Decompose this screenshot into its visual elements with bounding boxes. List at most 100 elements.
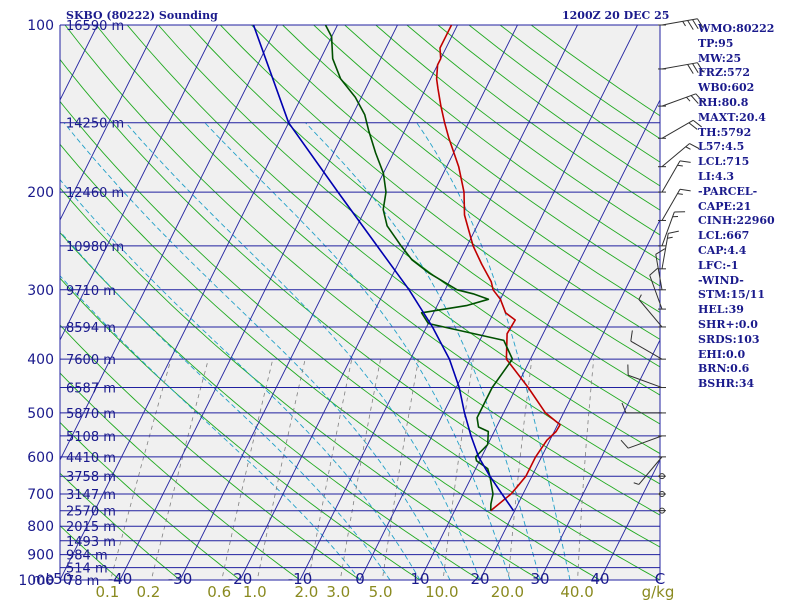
wind-barb-shaft <box>661 233 669 269</box>
isotherm-line <box>60 25 279 462</box>
isobars <box>59 24 661 581</box>
wind-barb-shaft <box>630 340 663 360</box>
isotherm-line <box>599 458 660 580</box>
mixing-ratio-label: 40.0 <box>560 583 593 600</box>
wind-barb-shaft <box>638 456 663 485</box>
sounding-indices: WMO:80222 TP:95 MW:25 FRZ:572 WB0:602 RH:80.8… <box>698 22 775 392</box>
moist-adiabat-line <box>63 122 451 580</box>
moist-adiabat-line <box>125 122 481 580</box>
height-label: 7600 m <box>66 353 116 368</box>
dry-adiabat-line <box>95 25 660 485</box>
dry-adiabats <box>60 25 660 580</box>
stat-item: LFC:-1 <box>698 258 739 272</box>
pressure-tick-label: 400 <box>27 352 54 368</box>
temperature-tick-label: 30 <box>530 570 549 588</box>
isotherm-line <box>359 25 639 580</box>
temperature-tick-label: -30 <box>168 570 193 588</box>
wind-barb-half-flag <box>667 236 673 239</box>
height-label: 2015 m <box>66 520 116 535</box>
isotherm-line <box>60 25 339 580</box>
wind-barb-flag <box>692 19 699 30</box>
mixing-ratio-line <box>110 358 172 580</box>
temperature-tick-label: -10 <box>288 570 313 588</box>
stat-item: CAP:4.4 <box>698 243 747 257</box>
wind-barb-flag <box>679 188 691 192</box>
dry-adiabat-line <box>313 25 660 287</box>
height-label: 9710 m <box>66 284 116 299</box>
wind-barb-flag <box>692 63 699 73</box>
stat-item: STM:15/11 <box>698 288 765 302</box>
height-label: 16590 m <box>66 19 124 34</box>
height-label: 10980 m <box>66 240 124 255</box>
stat-item: LCL:715 <box>698 155 750 169</box>
y-unit-label: mb <box>32 572 55 588</box>
mixing-ratio-label: 0.1 <box>95 583 119 600</box>
mixing-ratio-label: 0.6 <box>207 583 231 600</box>
moist-adiabat-line <box>60 230 391 580</box>
height-label: 8594 m <box>66 321 116 336</box>
wind-barb <box>638 294 666 328</box>
height-label: 3147 m <box>66 488 116 503</box>
wind-barb-shaft <box>649 275 663 310</box>
mixing-ratio-label: 20.0 <box>491 583 524 600</box>
wind-barb <box>658 62 704 74</box>
pressure-tick-label: 300 <box>27 283 54 299</box>
wind-barb-half-flag <box>633 482 640 485</box>
wind-barb <box>658 18 704 30</box>
stat-item: HEL:39 <box>698 303 744 317</box>
wind-barb-shaft <box>661 211 675 247</box>
stat-item: FRZ:572 <box>698 66 751 80</box>
mixing-ratio-line <box>339 359 381 580</box>
mixing-ratio-label: 3.0 <box>326 583 350 600</box>
stat-item: -WIND- <box>698 273 744 287</box>
stat-item: SHR+:0.0 <box>698 317 758 331</box>
dry-adiabat-line <box>60 421 241 580</box>
stat-item: MAXT:20.4 <box>698 110 766 124</box>
wind-barb-shaft <box>661 189 681 221</box>
height-label: 3758 m <box>66 470 116 485</box>
series-dewpoint-line <box>324 25 514 511</box>
isotherms <box>0 13 660 592</box>
mixing-ratio-label: 5.0 <box>369 583 393 600</box>
moist-adiabat-line <box>60 178 421 580</box>
height-label: 4410 m <box>66 451 116 466</box>
stat-item: LI:4.3 <box>698 169 735 183</box>
isotherm-line <box>60 25 159 222</box>
wind-barb-shaft <box>661 62 698 70</box>
wind-barb-flag <box>668 230 679 234</box>
mixing-ratio-line <box>577 359 595 580</box>
temperature-tick-label: 0 <box>355 570 365 588</box>
dry-adiabat-line <box>251 25 660 340</box>
mixing-ratio-line <box>442 359 474 580</box>
isotherm-line <box>299 25 579 580</box>
temperature-tick-label: 10 <box>410 570 429 588</box>
wind-barb-flag <box>697 18 704 29</box>
stat-item: SRDS:103 <box>698 332 760 346</box>
moist-adiabat-line <box>416 122 571 580</box>
wind-barb-half-flag <box>677 193 683 195</box>
dry-adiabat-line <box>188 25 660 396</box>
dry-adiabat-line <box>60 277 421 580</box>
wind-barb <box>620 435 666 449</box>
wind-barb <box>649 267 666 310</box>
mixing-ratio-line <box>256 359 306 580</box>
mixing-ratio-line <box>308 359 353 580</box>
plot-background <box>60 25 660 580</box>
sounding-traces <box>252 25 561 512</box>
height-label: 12460 m <box>66 186 124 201</box>
wind-barb <box>658 211 686 247</box>
wind-barb-half-flag <box>685 146 691 150</box>
wind-barb <box>658 119 702 139</box>
mixing-ratio-axis: 0.1 0.2 0.6 1.0 2.0 3.0 5.0 10.0 20.0 40.0 g/kg <box>95 583 674 600</box>
pressure-tick-label: 500 <box>27 406 54 422</box>
isotherm-line <box>0 13 44 592</box>
wind-barb-shaft <box>628 435 663 449</box>
wind-barb <box>633 456 666 485</box>
dry-adiabat-line <box>60 472 181 580</box>
wind-barb-flag <box>620 439 629 449</box>
wind-barb <box>630 330 666 360</box>
stat-item: BSHR:34 <box>698 377 755 391</box>
height-labels: 16590 m 14250 m 12460 m 10980 m 9710 m 8594 m… <box>66 19 124 589</box>
height-label: 78 m <box>66 574 99 589</box>
pressure-tick-label: 100 <box>27 18 54 34</box>
